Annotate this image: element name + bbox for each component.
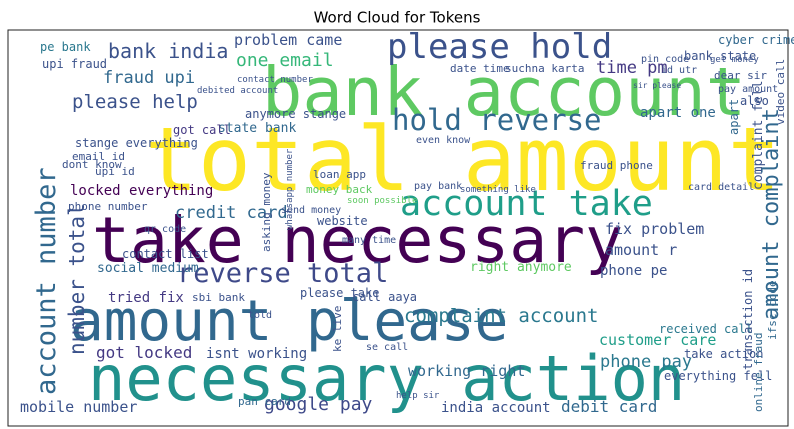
word: upi fraud bbox=[42, 57, 107, 71]
word: ifsc code bbox=[766, 280, 779, 340]
word: pe bank bbox=[40, 40, 91, 54]
word: website bbox=[317, 214, 368, 228]
word: credit card bbox=[175, 203, 288, 223]
word: working right bbox=[408, 362, 525, 380]
word: number total bbox=[65, 203, 89, 355]
word: bank state bbox=[684, 49, 756, 63]
word: fraud phone bbox=[580, 159, 653, 172]
word: phone pay bbox=[600, 352, 692, 372]
word: customer care bbox=[599, 331, 716, 349]
word: video call bbox=[774, 59, 787, 125]
word: take necessary bbox=[92, 204, 623, 277]
cloud-frame bbox=[7, 29, 789, 427]
word: isnt working bbox=[206, 346, 307, 362]
word: upi id bbox=[95, 165, 135, 178]
word: social medium bbox=[97, 261, 199, 276]
word: reverse total bbox=[177, 258, 388, 289]
word: card detail bbox=[688, 182, 754, 193]
word: even know bbox=[416, 135, 471, 146]
word: help sir bbox=[396, 391, 440, 401]
word: time pm bbox=[596, 58, 668, 78]
word: google pay bbox=[264, 394, 373, 415]
word: hold reverse bbox=[392, 103, 602, 137]
word: loan app bbox=[313, 168, 366, 181]
word: online fraud bbox=[752, 333, 765, 412]
word: apart bbox=[727, 99, 741, 135]
word: qr code bbox=[144, 224, 186, 235]
word: suchna karta bbox=[505, 62, 584, 75]
word: india account bbox=[441, 400, 551, 416]
word: tried fix bbox=[108, 290, 184, 306]
word: fraud upi bbox=[103, 68, 195, 88]
word: locked everything bbox=[70, 183, 213, 199]
word: call aaya bbox=[352, 290, 417, 304]
word: dont know bbox=[62, 158, 122, 171]
word: account take bbox=[400, 184, 653, 224]
word: received call bbox=[659, 322, 753, 336]
word: amount please bbox=[70, 289, 508, 354]
word: many time bbox=[342, 235, 396, 246]
word: id utr bbox=[661, 65, 697, 76]
word: amount r bbox=[605, 241, 677, 259]
word: please take bbox=[300, 286, 379, 300]
word: take action bbox=[684, 347, 763, 361]
word: se call bbox=[366, 342, 408, 353]
chart-title: Word Cloud for Tokens bbox=[314, 9, 481, 27]
word: sir please bbox=[633, 81, 681, 90]
word: dear sir bbox=[714, 69, 767, 82]
word: debited account bbox=[197, 86, 278, 96]
word: asking money bbox=[260, 172, 273, 252]
word: account number bbox=[31, 167, 62, 395]
word: apart one bbox=[640, 105, 716, 121]
word: transaction id bbox=[741, 269, 755, 370]
word: told bbox=[248, 310, 272, 321]
word: email id bbox=[72, 150, 125, 163]
word: mobile number bbox=[20, 398, 137, 416]
word: amount complaint bbox=[759, 108, 784, 320]
word: something like bbox=[460, 185, 536, 195]
word: stange everything bbox=[75, 136, 198, 150]
word: pay bank bbox=[414, 181, 462, 192]
word: complaint account bbox=[404, 305, 598, 327]
word: pay amount bbox=[718, 84, 778, 95]
word: phone pe bbox=[600, 263, 667, 279]
word: got call bbox=[173, 123, 231, 137]
word: problem came bbox=[234, 31, 342, 49]
word: bank india bbox=[108, 39, 228, 63]
word: get money bbox=[710, 55, 759, 65]
word: cyber crime bbox=[718, 33, 794, 47]
word: whatsapp number bbox=[285, 148, 295, 230]
word: everything fell bbox=[664, 369, 772, 383]
word: contact number bbox=[237, 75, 313, 85]
word: contact list bbox=[122, 247, 209, 261]
word: fix problem bbox=[605, 220, 704, 238]
word: please help bbox=[72, 91, 198, 113]
word: please hold bbox=[387, 27, 612, 67]
word: money back bbox=[306, 183, 373, 196]
word: one email bbox=[236, 50, 334, 71]
word: state bank bbox=[218, 121, 296, 136]
word: anymore stange bbox=[245, 107, 346, 121]
word: bank account bbox=[262, 53, 746, 131]
word: date time bbox=[450, 62, 510, 75]
word: debit card bbox=[561, 397, 657, 416]
word: pan card bbox=[238, 395, 291, 408]
word: got locked bbox=[96, 343, 192, 362]
word: soon possible bbox=[347, 196, 417, 206]
word: total amount bbox=[145, 108, 781, 211]
word: ke live bbox=[331, 306, 344, 352]
word: send money bbox=[281, 205, 341, 216]
word: phone number bbox=[68, 200, 148, 213]
word: also bbox=[740, 94, 769, 108]
word: pin code bbox=[641, 54, 689, 65]
word: necessary action bbox=[88, 342, 685, 415]
word: complaint fell bbox=[751, 80, 766, 190]
word: right anymore bbox=[470, 260, 572, 275]
word: sbi bank bbox=[192, 291, 245, 304]
